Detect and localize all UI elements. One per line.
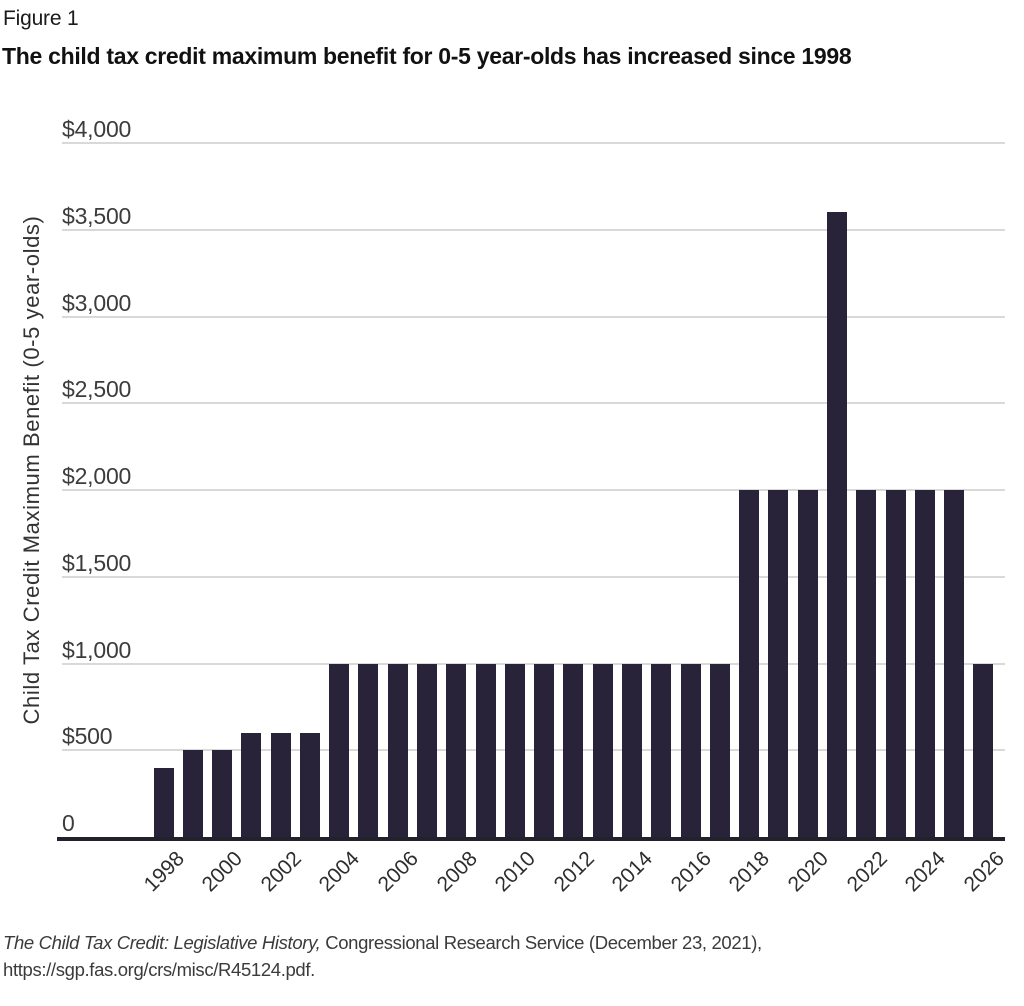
gridline-3500	[62, 228, 1005, 231]
bar-2000	[212, 750, 233, 838]
bar-1998	[153, 767, 174, 838]
x-tick-label-2020: 2020	[783, 847, 833, 897]
bar-2022	[856, 490, 877, 838]
bar-2010	[504, 663, 525, 838]
y-tick-label-3500: $3,500	[62, 202, 132, 229]
bar-2003	[299, 732, 320, 838]
bar-2025	[944, 490, 965, 838]
y-tick-label-4000: $4,000	[62, 116, 132, 142]
bar-2026	[973, 663, 994, 838]
source-title-italic: The Child Tax Credit: Legislative Histor…	[3, 932, 321, 953]
bar-2008	[446, 663, 467, 838]
bar-2013	[592, 663, 613, 838]
y-tick-label-3000: $3,000	[62, 289, 132, 316]
gridline-1000	[62, 662, 1005, 665]
gridline-500	[62, 749, 1005, 752]
bar-2021	[826, 212, 847, 838]
x-tick-label-2004: 2004	[315, 847, 365, 897]
x-tick-label-2014: 2014	[607, 847, 658, 897]
bar-2007	[417, 663, 438, 838]
bar-2012	[563, 663, 584, 838]
gridline-2000	[62, 489, 1005, 491]
y-tick-label-1000: $1,000	[62, 636, 132, 663]
bar-2020	[797, 490, 818, 838]
bar-2016	[680, 663, 701, 838]
x-tick-label-2010: 2010	[490, 847, 541, 897]
bar-2017	[709, 663, 730, 838]
x-tick-label-2024: 2024	[900, 847, 951, 897]
bar-2018	[739, 490, 760, 838]
bar-2019	[768, 490, 789, 838]
bar-2024	[914, 490, 935, 838]
bar-2015	[651, 663, 672, 838]
chart-title: The child tax credit maximum benefit for…	[2, 43, 852, 69]
source-note: The Child Tax Credit: Legislative Histor…	[3, 929, 1003, 983]
bar-2006	[387, 663, 408, 838]
gridline-4000	[62, 142, 1005, 144]
gridline-3000	[62, 315, 1005, 318]
bar-2002	[270, 732, 291, 838]
bar-2005	[358, 663, 379, 838]
bar-2014	[621, 663, 642, 838]
bar-2023	[885, 490, 906, 838]
bar-1999	[182, 750, 203, 838]
y-tick-label-0: 0	[62, 810, 75, 836]
bar-2001	[241, 732, 262, 838]
x-tick-label-2026: 2026	[959, 847, 1009, 897]
y-tick-label-1500: $1,500	[62, 549, 132, 576]
x-tick-label-2022: 2022	[842, 847, 892, 897]
y-tick-label-2000: $2,000	[62, 463, 132, 489]
x-tick-label-2000: 2000	[198, 847, 248, 897]
gridline-2500	[62, 402, 1005, 405]
x-tick-label-2002: 2002	[256, 847, 306, 897]
y-axis-title: Child Tax Credit Maximum Benefit (0-5 ye…	[19, 215, 44, 725]
x-axis-line	[57, 837, 1005, 841]
x-tick-label-2018: 2018	[725, 847, 775, 897]
x-tick-label-2008: 2008	[432, 847, 482, 897]
y-tick-label-500: $500	[62, 723, 113, 750]
figure-label: Figure 1	[3, 7, 79, 30]
gridline-1500	[62, 575, 1005, 578]
bar-2009	[475, 663, 496, 838]
y-tick-label-2500: $2,500	[62, 376, 132, 403]
x-tick-label-1998: 1998	[139, 847, 189, 897]
x-tick-label-2016: 2016	[666, 847, 716, 897]
bar-2011	[534, 663, 555, 838]
bar-2004	[329, 663, 350, 838]
source-publisher: Congressional Research Service (December…	[320, 932, 762, 953]
x-tick-label-2006: 2006	[373, 847, 424, 897]
source-url: https://sgp.fas.org/crs/misc/R45124.pdf.	[3, 959, 315, 980]
x-tick-label-2012: 2012	[549, 847, 599, 897]
